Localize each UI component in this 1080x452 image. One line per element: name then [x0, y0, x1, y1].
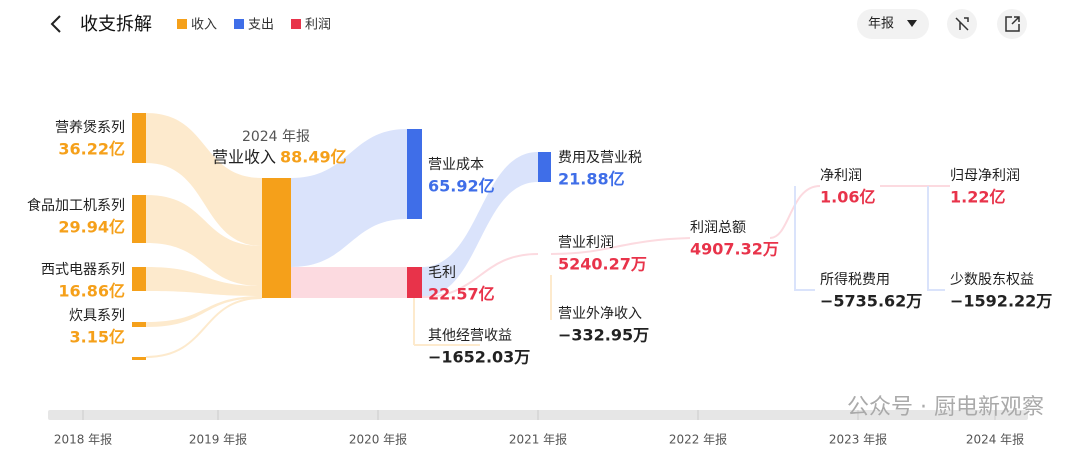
node-bar	[262, 178, 291, 298]
legend-swatch	[234, 19, 244, 29]
flow	[550, 237, 691, 255]
node-bar	[407, 267, 422, 298]
timeline-year: 2018 年报	[54, 432, 112, 447]
node-label: 少数股东权益	[950, 272, 1034, 288]
icon-glyph	[1005, 16, 1020, 32]
node-value: −1592.22万	[950, 292, 1052, 311]
center-year: 2024 年报	[242, 129, 310, 145]
flow	[291, 129, 407, 267]
flow	[927, 186, 945, 291]
legend-swatch	[291, 19, 301, 29]
flow	[146, 267, 262, 296]
node-value: 22.57亿	[428, 285, 495, 304]
flow	[146, 113, 262, 246]
watermark: 公众号 · 厨电新观察	[847, 395, 1044, 420]
node-label: 营业成本	[428, 157, 484, 173]
node-label: 西式电器系列	[41, 262, 125, 278]
timeline-year: 2022 年报	[669, 432, 727, 447]
flow	[421, 253, 539, 298]
period-label: 年报	[868, 17, 894, 32]
node-label: 营业利润	[558, 235, 614, 251]
node-value: −1652.03万	[428, 348, 530, 367]
node-label: 所得税费用	[820, 271, 890, 288]
dropdown-arrow	[907, 20, 917, 27]
timeline-year: 2024 年报	[966, 432, 1024, 447]
node-value: 36.22亿	[58, 140, 125, 159]
node-value: −332.95万	[558, 326, 649, 345]
flow	[146, 296, 262, 327]
node-value: 21.88亿	[558, 170, 625, 189]
legend-swatch	[177, 19, 187, 29]
node-label: 其他经营收益	[428, 328, 512, 344]
period-select[interactable]	[857, 9, 929, 39]
center-label: 营业收入	[212, 148, 276, 167]
timeline-year: 2019 年报	[189, 432, 247, 447]
flow	[769, 185, 821, 239]
icon-glyph	[955, 17, 969, 31]
node-bar	[132, 267, 146, 291]
node-value: 4907.32万	[690, 240, 779, 259]
legend-item: 收入	[191, 18, 217, 33]
node-bar	[132, 322, 146, 327]
node-label: 毛利	[428, 265, 456, 281]
node-label: 营业外净收入	[558, 306, 642, 322]
timeline: 2018 年报 2019 年报 2020 年报 2021 年报 2022 年报 2023 …	[54, 410, 1024, 447]
node-value: 16.86亿	[58, 282, 125, 301]
flows	[145, 113, 950, 358]
node-label: 费用及营业税	[558, 150, 642, 166]
flow	[146, 195, 262, 286]
timeline-year: 2023 年报	[829, 432, 887, 447]
flow	[145, 297, 263, 358]
node-bar	[407, 129, 422, 219]
title: 收支拆解	[80, 14, 152, 35]
node-bar	[132, 357, 146, 360]
node-value: 29.94亿	[58, 218, 125, 237]
flow	[794, 186, 815, 291]
node-label: 食品加工机系列	[27, 197, 125, 214]
node-label: 炊具系列	[69, 308, 125, 324]
node-label: 归母净利润	[950, 167, 1020, 184]
legend-item: 支出	[248, 18, 274, 33]
node-label: 利润总额	[690, 220, 746, 236]
node-bar	[538, 152, 551, 182]
back-icon[interactable]	[50, 15, 61, 33]
node-label: 净利润	[820, 168, 862, 184]
flow	[413, 298, 480, 346]
node-value: 65.92亿	[428, 177, 495, 196]
node-value: 5240.27万	[558, 255, 647, 274]
node-label: 营养煲系列	[55, 119, 125, 136]
legend-item: 利润	[305, 18, 331, 33]
center-value: 88.49亿	[280, 148, 347, 167]
flow	[291, 267, 407, 298]
node-bar	[132, 195, 146, 243]
node-value: 3.15亿	[70, 328, 125, 347]
timeline-year: 2020 年报	[349, 432, 407, 447]
node-value: 1.06亿	[820, 188, 875, 207]
flow	[422, 152, 538, 297]
node-value: 1.22亿	[950, 188, 1005, 207]
node-bar	[132, 113, 146, 163]
timeline-year: 2021 年报	[509, 432, 567, 447]
node-value: −5735.62万	[820, 292, 922, 311]
